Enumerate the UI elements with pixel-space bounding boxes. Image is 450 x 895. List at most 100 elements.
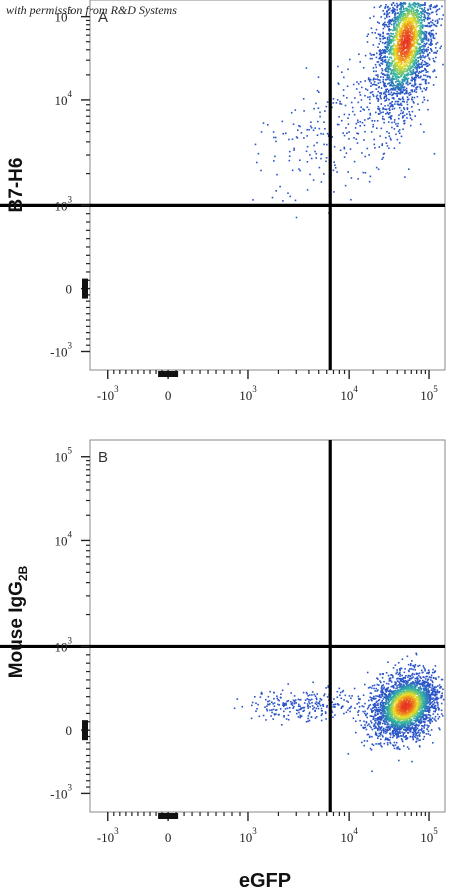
event-dot: [406, 11, 409, 13]
event-dot: [401, 37, 403, 40]
event-dot: [406, 681, 408, 683]
event-dot: [388, 716, 391, 718]
event-dot: [423, 36, 426, 39]
event-dot: [387, 26, 389, 28]
event-dot: [295, 216, 298, 219]
event-dot: [414, 82, 416, 85]
event-dot: [385, 691, 388, 693]
event-dot: [372, 725, 375, 727]
event-dot: [434, 665, 437, 667]
event-dot: [416, 49, 419, 52]
event-dot: [403, 107, 405, 109]
event-dot: [355, 720, 357, 723]
event-dot: [442, 688, 444, 691]
event-dot: [386, 97, 388, 100]
event-dot: [436, 19, 439, 21]
event-dot: [379, 696, 381, 699]
event-dot: [370, 726, 372, 729]
event-dot: [429, 48, 432, 50]
event-dot: [405, 675, 407, 677]
event-dot: [378, 63, 381, 66]
event-dot: [241, 705, 244, 708]
event-dot: [388, 701, 390, 703]
event-dot: [417, 13, 420, 15]
event-dot: [316, 693, 318, 695]
event-dot: [410, 690, 412, 692]
event-dot: [386, 6, 389, 9]
event-dot: [398, 678, 400, 680]
event-dot: [425, 49, 428, 52]
event-dot: [256, 161, 258, 164]
event-dot: [409, 26, 412, 28]
event-dot: [366, 707, 369, 710]
event-dot: [373, 70, 375, 73]
event-dot: [387, 690, 390, 692]
event-dot: [421, 728, 423, 731]
event-dot: [400, 55, 403, 57]
event-dot: [392, 675, 394, 677]
event-dot: [411, 76, 413, 79]
event-dot: [428, 698, 431, 701]
event-dot: [399, 678, 402, 681]
event-dot: [388, 65, 391, 68]
event-dot: [411, 3, 414, 6]
event-dot: [332, 703, 335, 706]
event-dot: [413, 90, 416, 93]
event-dot: [387, 712, 390, 715]
event-dot: [388, 44, 390, 47]
event-dot: [376, 717, 379, 720]
event-dot: [418, 713, 420, 716]
event-dot: [415, 733, 417, 735]
event-dot: [381, 726, 383, 728]
event-dot: [377, 46, 379, 48]
event-dot: [423, 695, 426, 698]
event-dot: [425, 715, 428, 717]
event-dot: [405, 53, 408, 56]
event-dot: [419, 5, 421, 8]
event-dot: [399, 727, 401, 729]
event-dot: [397, 80, 399, 82]
event-dot: [380, 127, 383, 130]
event-dot: [393, 147, 396, 149]
event-dot: [271, 701, 273, 703]
event-dot: [425, 733, 428, 735]
event-dot: [416, 2, 419, 5]
plot-frame: [89, 0, 446, 371]
event-dot: [401, 81, 403, 83]
event-dot: [430, 32, 433, 35]
event-dot: [397, 734, 399, 736]
event-dot: [366, 147, 369, 150]
event-dot: [406, 737, 409, 739]
event-dot: [289, 707, 291, 709]
event-dot: [332, 169, 335, 172]
event-dot: [398, 98, 400, 100]
event-dot: [405, 27, 407, 30]
event-dot: [413, 64, 416, 67]
event-dot: [388, 23, 390, 25]
event-dot: [298, 168, 300, 170]
event-dot: [383, 742, 386, 745]
event-dot: [399, 732, 401, 735]
event-dot: [394, 744, 397, 746]
event-dot: [429, 699, 431, 702]
event-dot: [391, 712, 393, 714]
event-dot: [400, 667, 403, 670]
event-dot: [413, 37, 415, 39]
event-dot: [406, 53, 409, 55]
event-dot: [432, 6, 435, 9]
event-dot: [370, 708, 372, 710]
event-dot: [356, 81, 358, 83]
event-dot: [401, 693, 403, 695]
event-dot: [392, 717, 394, 719]
y-tick-label: 105: [55, 6, 73, 25]
event-dot: [400, 65, 403, 68]
event-dot: [384, 37, 386, 39]
event-dot: [427, 688, 429, 690]
event-dot: [419, 22, 421, 24]
event-dot: [262, 122, 265, 124]
event-dot: [392, 734, 395, 737]
event-dot: [411, 683, 413, 685]
event-dot: [406, 107, 409, 109]
event-dot: [396, 138, 399, 141]
event-dot: [382, 23, 384, 26]
